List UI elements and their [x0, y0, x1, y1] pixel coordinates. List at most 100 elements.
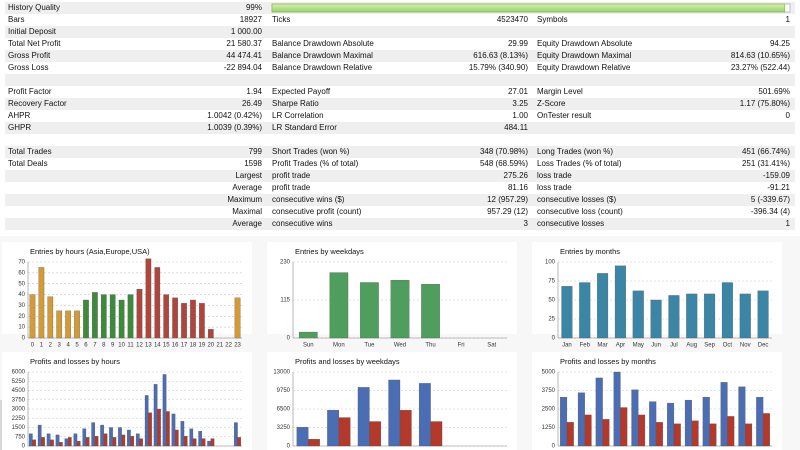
bar: [298, 331, 318, 339]
y-tick-label: 3750: [12, 397, 26, 403]
field-value: 275.26: [504, 171, 529, 180]
bar: [183, 435, 188, 447]
bar: [308, 439, 320, 447]
y-tick-label: 0: [552, 336, 556, 342]
field-value: 1.17 (75.80%): [740, 99, 791, 108]
bar: [602, 419, 610, 447]
x-tick-label: Mar: [597, 343, 607, 349]
y-tick-label: 25: [548, 317, 555, 323]
x-tick-label: Fri: [458, 343, 465, 349]
bar: [94, 435, 99, 447]
y-tick-label: 13000: [273, 370, 290, 376]
bar: [38, 267, 45, 339]
bar: [691, 420, 699, 447]
bar: [29, 294, 36, 339]
field-value: 15.79% (340.90): [469, 63, 528, 72]
bar: [595, 377, 603, 447]
field-label: LR Standard Error: [272, 123, 337, 132]
field-label: consecutive losses: [537, 219, 604, 228]
bar: [597, 273, 609, 339]
row-background: [5, 26, 795, 38]
field-label: Margin Level: [537, 87, 583, 96]
x-tick-label: 6: [84, 343, 88, 349]
chart-title: Entries by weekdays: [295, 247, 364, 256]
bar: [632, 290, 644, 339]
bar: [210, 438, 215, 447]
bar: [369, 421, 382, 447]
bar: [721, 282, 733, 339]
field-label: Gross Profit: [8, 51, 51, 60]
x-tick-label: 21: [216, 343, 223, 349]
field-value: 501.69%: [758, 87, 790, 96]
bar: [100, 294, 107, 339]
y-tick-label: 50: [548, 298, 555, 304]
bar: [157, 408, 161, 447]
y-tick-label: 6500: [277, 407, 291, 413]
chart-panel: [2, 352, 252, 450]
field-value: 5 (-339.67): [751, 195, 790, 204]
x-tick-label: 20: [207, 343, 214, 349]
bar: [234, 297, 241, 339]
field-label: consecutive wins: [272, 219, 332, 228]
field-value: 44 474.41: [226, 51, 262, 60]
field-label: Equity Drawdown Maximal: [537, 51, 631, 60]
row-background: [5, 194, 795, 206]
y-tick-label: 40: [18, 292, 25, 298]
field-value: 484.11: [504, 123, 528, 132]
y-tick-label: 100: [545, 260, 556, 266]
field-label: Gross Loss: [8, 63, 48, 72]
y-tick-label: 230: [280, 260, 291, 266]
bar: [739, 293, 751, 339]
y-tick-label: 3250: [277, 425, 291, 431]
field-value: 799: [249, 147, 263, 156]
y-tick-label: 5250: [12, 379, 26, 385]
y-tick-label: 750: [15, 434, 26, 440]
x-tick-label: May: [633, 343, 644, 349]
bar: [130, 435, 135, 447]
bar: [127, 294, 134, 339]
field-value: 957.29 (12): [487, 207, 528, 216]
bar: [180, 421, 185, 447]
y-tick-label: 0: [22, 336, 26, 342]
field-value: 548 (68.59%): [480, 159, 528, 168]
x-tick-label: Dec: [758, 343, 769, 349]
field-label: Total Net Profit: [8, 39, 61, 48]
field-label: Total Deals: [8, 159, 48, 168]
bar: [684, 399, 692, 447]
bar: [109, 294, 116, 339]
field-label: Equity Drawdown Relative: [537, 63, 631, 72]
x-tick-label: 13: [145, 343, 152, 349]
field-label: Expected Payoff: [272, 87, 331, 96]
field-value: 616.63 (8.13%): [473, 51, 528, 60]
bar: [199, 303, 205, 339]
bar: [127, 429, 131, 447]
bar: [190, 299, 196, 339]
bar: [83, 299, 89, 339]
bar: [704, 293, 716, 339]
x-tick-label: 23: [234, 343, 241, 349]
x-tick-label: Sun: [303, 343, 314, 349]
bar: [745, 423, 753, 447]
field-value: 1 000.00: [231, 27, 263, 36]
field-label: Balance Drawdown Relative: [272, 63, 373, 72]
y-tick-label: 3000: [12, 407, 26, 413]
bar: [584, 414, 592, 447]
bar: [762, 413, 770, 447]
y-tick-label: 9750: [277, 388, 291, 394]
bar: [92, 292, 98, 339]
bar: [50, 439, 54, 447]
bar: [47, 296, 54, 339]
bar: [166, 411, 170, 447]
bar: [171, 413, 176, 447]
bar: [46, 433, 51, 447]
field-label: GHPR: [8, 123, 31, 132]
y-tick-label: 1250: [542, 425, 556, 431]
field-label: Profit Trades (% of total): [272, 159, 359, 168]
x-tick-label: 14: [154, 343, 161, 349]
bar: [32, 439, 36, 447]
bar: [201, 438, 206, 447]
x-tick-label: 8: [102, 343, 106, 349]
field-label: loss trade: [537, 183, 572, 192]
y-tick-label: 115: [280, 298, 290, 304]
bar: [85, 437, 90, 447]
